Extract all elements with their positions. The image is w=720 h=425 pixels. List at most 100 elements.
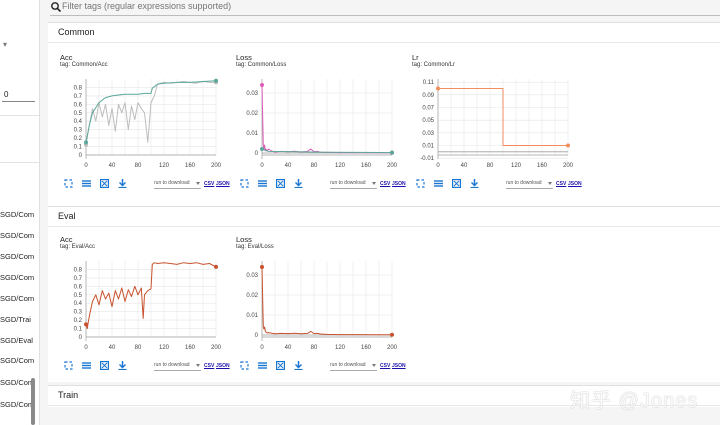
download-icon[interactable] — [294, 361, 303, 370]
series-point — [214, 78, 218, 83]
sidebar-run-item[interactable]: SGD/Com — [0, 210, 35, 219]
group-eval: Eval Acc tag: Eval/Acc 0 40 80 120 160 200 0 0.1 0… — [48, 206, 720, 382]
group-train: Train — [48, 385, 720, 407]
chart-plot[interactable]: 0 40 80 120 160 200 0 0.01 0.02 0.03 — [234, 255, 404, 360]
download-run-select[interactable]: run to download — [330, 362, 377, 371]
search-icon — [51, 2, 62, 13]
download-icon[interactable] — [118, 361, 127, 370]
csv-link[interactable]: CSV — [380, 363, 391, 369]
chevron-down-icon[interactable]: ▾ — [3, 40, 8, 49]
y-tick-label: -0.01 — [420, 156, 434, 162]
group-header-eval[interactable]: Eval — [48, 207, 720, 227]
fullscreen-icon[interactable] — [64, 361, 73, 370]
sidebar-run-item[interactable]: SGD/Trai — [0, 315, 31, 324]
chart-plot[interactable]: 0 40 80 120 160 200 0 0.1 0.2 0.3 0.4 0.5 0.6 0.7 0.8 — [58, 255, 228, 360]
sidebar-run-item[interactable]: SGD/Com — [0, 400, 35, 409]
x-tick-label: 40 — [285, 345, 292, 351]
divider — [0, 162, 39, 163]
sidebar-run-item[interactable]: SGD/Com — [0, 231, 35, 240]
y-tick-label: 0.1 — [74, 145, 83, 151]
chart-title: Acc — [60, 53, 73, 62]
download-run-select[interactable]: run to download — [154, 180, 201, 189]
toggle-log-icon[interactable] — [258, 179, 267, 188]
search-bar[interactable]: Filter tags (regular expressions support… — [40, 0, 720, 16]
toggle-log-icon[interactable] — [82, 179, 91, 188]
download-run-label: run to download — [154, 362, 190, 368]
fit-domain-icon[interactable] — [276, 179, 285, 188]
download-run-select[interactable]: run to download — [330, 180, 377, 189]
x-tick-label: 160 — [361, 345, 372, 351]
chart-plot[interactable]: 0 40 80 120 160 200 0 0.01 0.02 0.03 — [234, 73, 404, 178]
x-tick-label: 80 — [311, 163, 318, 169]
series-line — [261, 266, 392, 336]
search-input[interactable]: Filter tags (regular expressions support… — [62, 1, 232, 11]
chart-plot[interactable]: 0 40 80 120 160 200 0.11 0.09 0.07 0.05 0.03 0.01 -0… — [410, 73, 580, 178]
json-link[interactable]: JSON — [216, 363, 230, 369]
fit-domain-icon[interactable] — [100, 179, 109, 188]
y-tick-label: 0.01 — [246, 131, 258, 137]
fullscreen-icon[interactable] — [240, 361, 249, 370]
json-link[interactable]: JSON — [392, 181, 406, 187]
y-tick-label: 0.3 — [74, 310, 83, 316]
x-tick-label: 0 — [84, 345, 88, 351]
download-run-label: run to download — [506, 180, 542, 186]
fullscreen-icon[interactable] — [416, 179, 425, 188]
x-tick-label: 200 — [387, 345, 398, 351]
sidebar-run-item[interactable]: SGD/Com — [0, 294, 35, 303]
csv-link[interactable]: CSV — [380, 181, 391, 187]
group-title: Train — [58, 390, 79, 400]
x-tick-label: 0 — [260, 345, 264, 351]
csv-link[interactable]: CSV — [204, 181, 215, 187]
group-header-common[interactable]: Common — [48, 23, 720, 43]
toggle-log-icon[interactable] — [434, 179, 443, 188]
fit-domain-icon[interactable] — [100, 361, 109, 370]
y-tick-label: 0.1 — [74, 327, 83, 333]
download-run-select[interactable]: run to download — [154, 362, 201, 371]
chart-toolbar: run to download CSV JSON — [64, 361, 234, 373]
sidebar-run-item[interactable]: SGD/Com — [0, 356, 35, 365]
sidebar-run-item[interactable]: SGD/Com — [0, 273, 35, 282]
series-point — [260, 265, 264, 269]
y-tick-label: 0.02 — [246, 293, 258, 299]
fullscreen-icon[interactable] — [64, 179, 73, 188]
json-link[interactable]: JSON — [216, 181, 230, 187]
fullscreen-icon[interactable] — [240, 179, 249, 188]
group-header-train[interactable]: Train — [48, 386, 720, 406]
toggle-log-icon[interactable] — [82, 361, 91, 370]
chart-plot[interactable]: 0 40 80 120 160 200 0 0.1 0.2 0.3 0.4 0.5 0.6 0.7 0.8 — [58, 73, 228, 178]
x-tick-label: 40 — [285, 163, 292, 169]
download-icon[interactable] — [470, 179, 479, 188]
toggle-log-icon[interactable] — [258, 361, 267, 370]
series-point — [260, 83, 264, 87]
sidebar-scrollbar[interactable] — [31, 378, 35, 425]
y-tick-label: 0.5 — [74, 293, 83, 299]
download-icon[interactable] — [118, 179, 127, 188]
sidebar-run-item[interactable]: SGD/Com — [0, 252, 35, 261]
series-line — [438, 88, 568, 146]
x-tick-label: 200 — [563, 163, 574, 169]
download-run-label: run to download — [330, 362, 366, 368]
chart-title: Lr — [412, 53, 419, 62]
csv-link[interactable]: CSV — [556, 181, 567, 187]
chevron-down-icon — [196, 364, 200, 367]
json-link[interactable]: JSON — [392, 363, 406, 369]
sidebar-run-item[interactable]: SGD/Eval — [0, 336, 33, 345]
fit-domain-icon[interactable] — [276, 361, 285, 370]
fit-domain-icon[interactable] — [452, 179, 461, 188]
y-tick-label: 0.3 — [74, 128, 83, 134]
chart-card: Acc tag: Common/Acc 0 40 80 120 160 200 0 0.1 0.2 0… — [58, 53, 230, 213]
group-title: Eval — [58, 211, 76, 221]
x-tick-label: 200 — [211, 345, 222, 351]
download-icon[interactable] — [294, 179, 303, 188]
chart-card: Loss tag: Common/Loss 0 40 80 120 160 200 0 0.01 0… — [234, 53, 406, 213]
csv-link[interactable]: CSV — [204, 363, 215, 369]
y-tick-label: 0.4 — [74, 301, 83, 307]
json-link[interactable]: JSON — [568, 181, 582, 187]
sidebar-run-item[interactable]: SGD/Com — [0, 378, 35, 387]
divider — [0, 115, 39, 116]
chart-toolbar: run to download CSV JSON — [240, 361, 410, 373]
download-run-select[interactable]: run to download — [506, 180, 553, 189]
smoothing-input[interactable]: 0 — [2, 88, 35, 102]
series-line — [85, 262, 217, 330]
y-tick-label: 0.09 — [422, 93, 434, 99]
